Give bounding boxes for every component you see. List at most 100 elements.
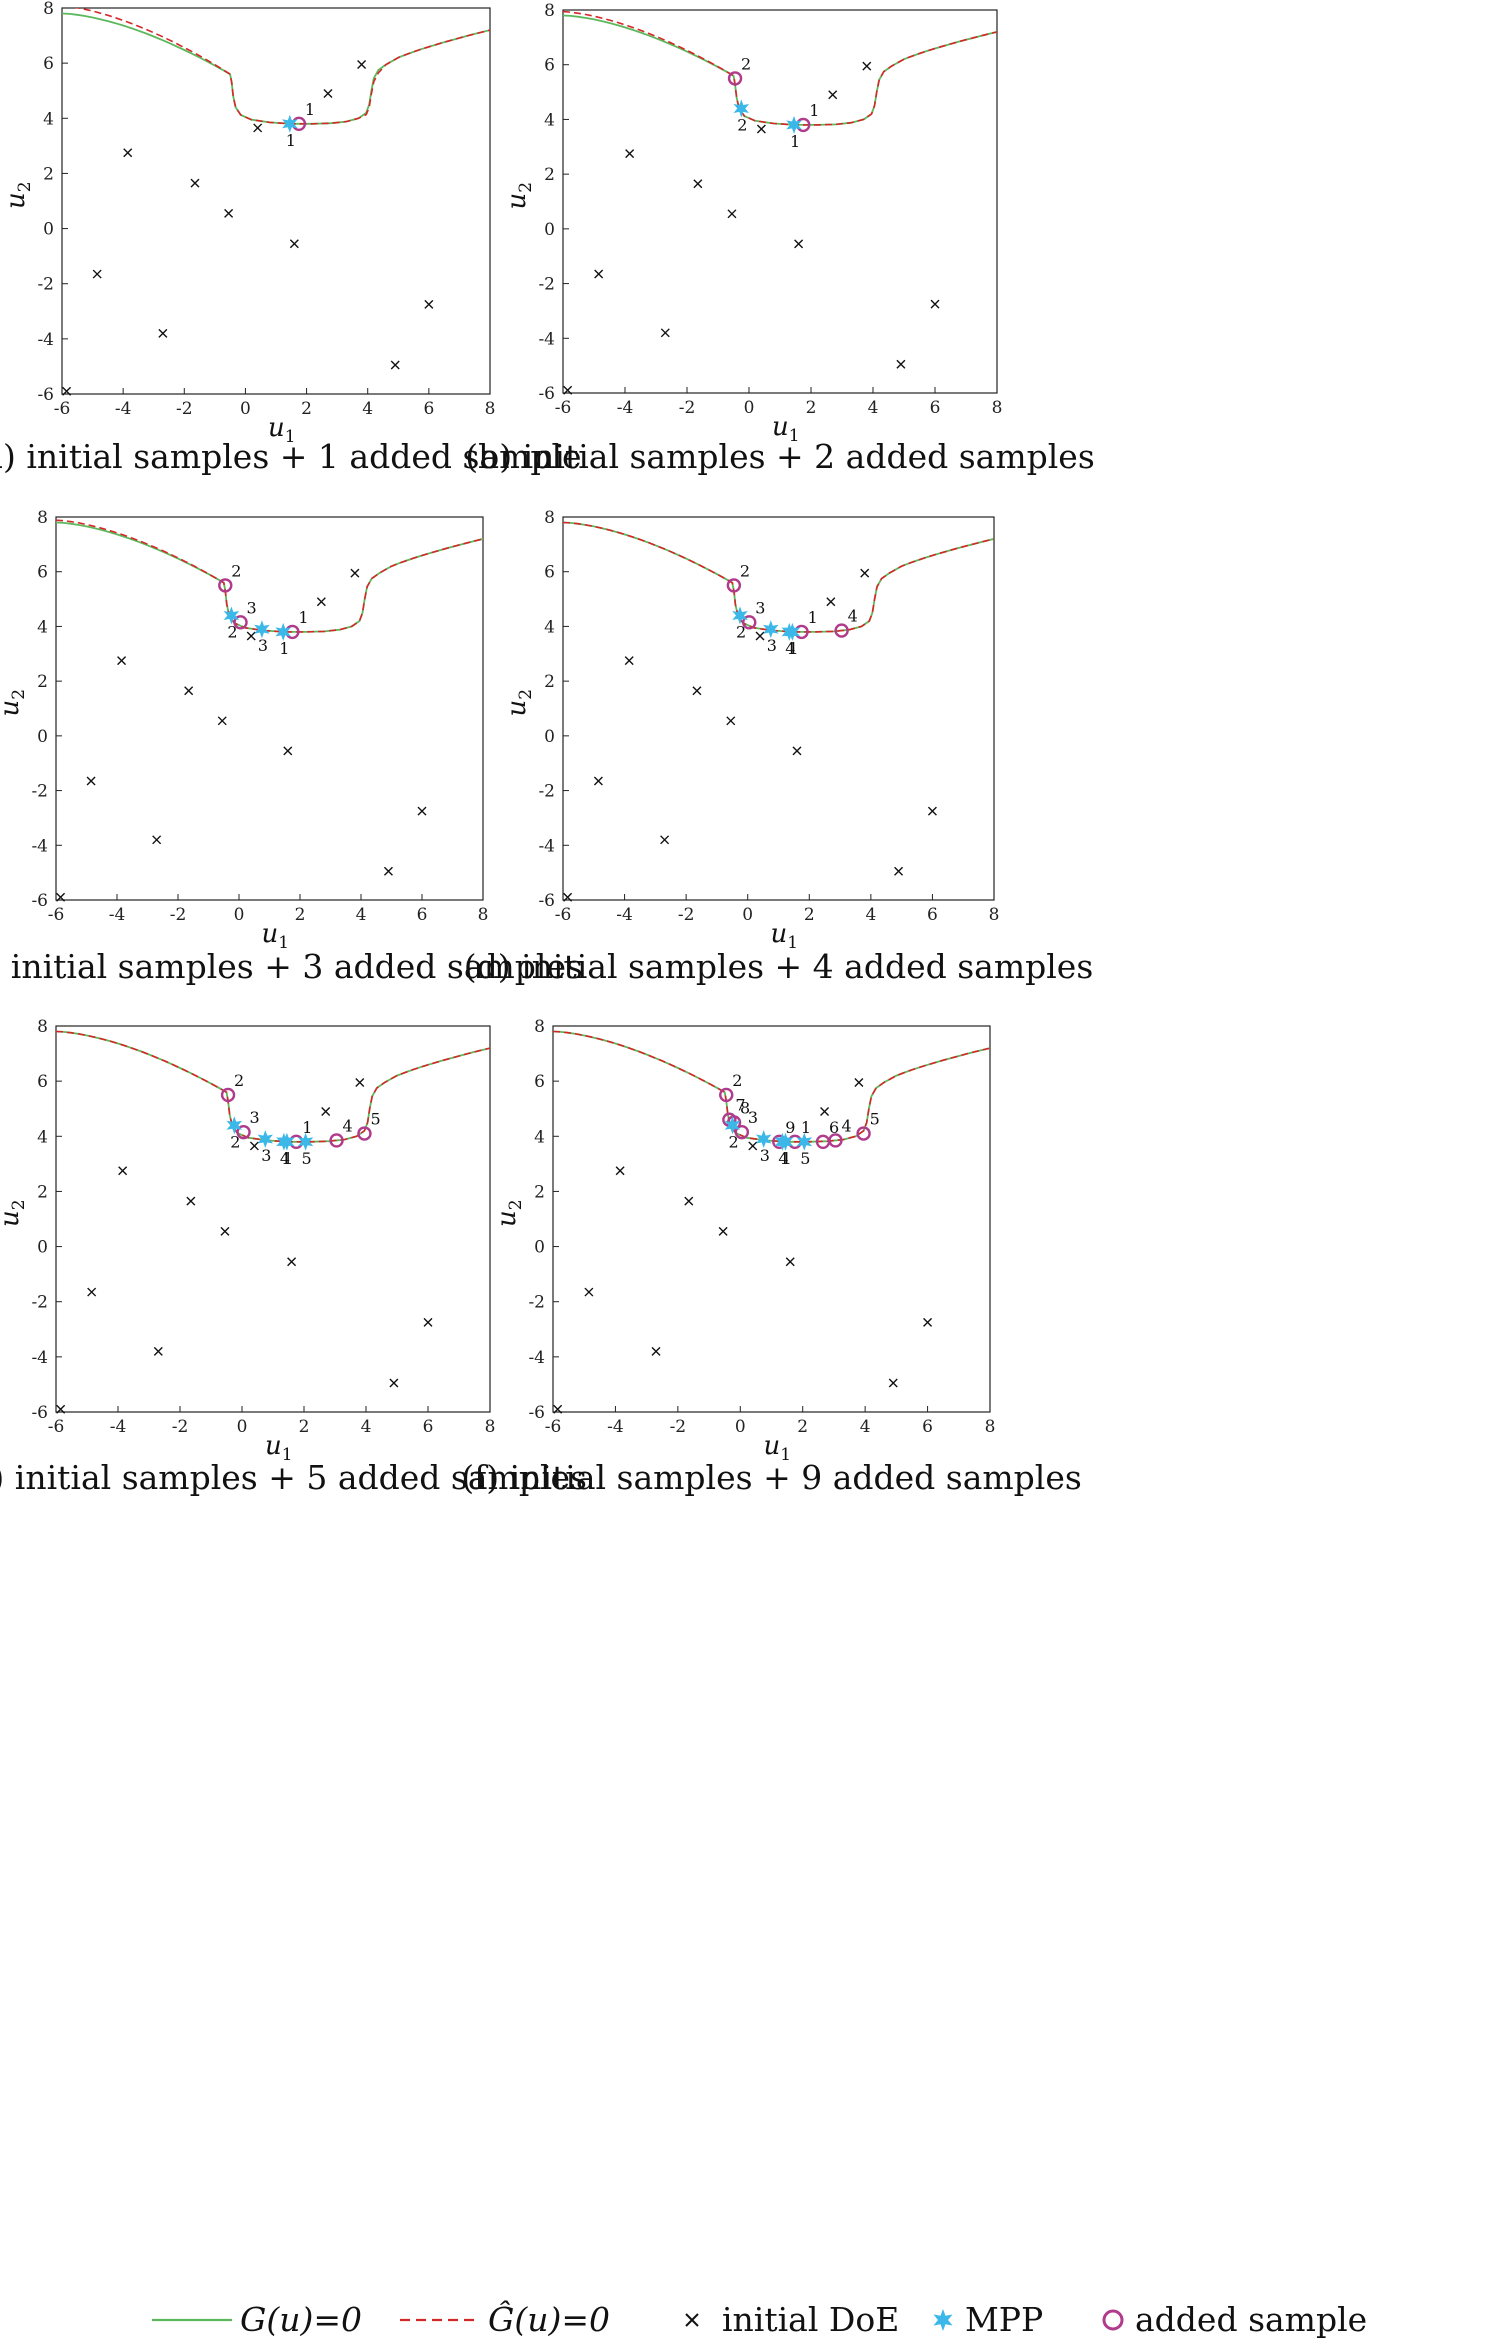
y-tick-label: 0 — [544, 220, 555, 240]
doe-point — [117, 656, 127, 666]
doe-point — [615, 1166, 625, 1176]
y-tick-label: 4 — [37, 617, 48, 637]
x-axis-subscript: 1 — [282, 1445, 293, 1465]
true-limit-curve — [56, 1030, 490, 1143]
doe-point — [563, 385, 573, 395]
x-tick-label: -4 — [616, 905, 633, 925]
doe-point — [217, 716, 227, 726]
x-tick-label: -4 — [115, 399, 132, 419]
added-sample-label: 3 — [755, 598, 765, 617]
y-tick-label: -4 — [538, 329, 555, 349]
doe-point — [289, 239, 299, 249]
mpp-label: 2 — [737, 115, 747, 134]
x-tick-label: 8 — [992, 398, 1003, 418]
x-tick-label: -2 — [176, 399, 193, 419]
x-tick-label: 8 — [478, 905, 489, 925]
doe-point — [92, 269, 102, 279]
y-axis-subscript: 2 — [9, 1199, 29, 1210]
y-tick-label: 2 — [544, 165, 555, 185]
x-tick-label: 2 — [295, 905, 306, 925]
y-axis-label: u2 — [0, 1199, 29, 1227]
doe-point — [423, 1317, 433, 1327]
estimated-limit-curve — [74, 8, 490, 125]
doe-point — [321, 1106, 331, 1116]
added-sample-label: 2 — [741, 54, 751, 73]
mpp-label: 3 — [258, 636, 268, 655]
y-tick-label: -4 — [31, 836, 48, 856]
y-axis-label: u2 — [492, 1199, 526, 1227]
y-tick-label: 2 — [43, 164, 54, 184]
y-tick-label: 0 — [544, 727, 555, 747]
y-tick-label: -2 — [31, 782, 48, 802]
y-tick-label: -6 — [37, 385, 54, 405]
added-sample-label: 1 — [809, 101, 819, 120]
added-sample-label: 9 — [785, 1118, 795, 1137]
plot-frame — [61, 7, 491, 395]
y-tick-label: 6 — [43, 54, 54, 74]
estimated-limit-curve — [553, 1030, 990, 1143]
y-tick-label: 2 — [544, 672, 555, 692]
doe-point — [553, 1404, 563, 1414]
panel-caption: (c) initial samples + 3 added samples — [0, 947, 583, 986]
doe-point — [424, 299, 434, 309]
added-sample-point — [727, 71, 743, 86]
x-tick-label: -2 — [679, 398, 696, 418]
doe-point — [153, 1346, 163, 1356]
y-tick-label: 4 — [37, 1127, 48, 1147]
doe-point — [927, 806, 937, 816]
plot-frame — [55, 516, 484, 901]
y-tick-label: 6 — [544, 563, 555, 583]
plot-frame — [562, 9, 998, 394]
added-sample-label: 1 — [298, 608, 308, 627]
mpp-label: 5 — [800, 1149, 810, 1168]
plot-frame — [562, 516, 995, 901]
x-tick-label: 6 — [930, 398, 941, 418]
mpp-label: 2 — [230, 1132, 240, 1151]
plot-frame — [55, 1025, 491, 1413]
doe-point — [792, 746, 802, 756]
y-axis-label: u2 — [1, 181, 35, 209]
x-tick-label: -6 — [555, 905, 572, 925]
added-sample-point — [357, 1126, 372, 1141]
y-tick-label: -2 — [37, 275, 54, 295]
added-sample-point — [856, 1126, 871, 1141]
x-tick-label: 8 — [485, 1417, 496, 1437]
x-axis-subscript: 1 — [278, 933, 289, 953]
doe-point — [726, 716, 736, 726]
doe-point — [820, 1106, 830, 1116]
doe-point — [693, 179, 703, 189]
x-tick-label: 6 — [922, 1417, 933, 1437]
added-sample-point — [742, 615, 757, 630]
legend-doe-marker — [685, 2313, 699, 2327]
added-sample-label: 1 — [305, 100, 315, 119]
added-sample-label: 5 — [370, 1110, 380, 1129]
doe-point — [794, 239, 804, 249]
mpp-label: 3 — [767, 636, 777, 655]
x-tick-label: 6 — [927, 905, 938, 925]
x-tick-label: -4 — [109, 905, 126, 925]
doe-point — [186, 1196, 196, 1206]
y-tick-label: 6 — [37, 1072, 48, 1092]
x-tick-label: 6 — [423, 1417, 434, 1437]
doe-point — [86, 776, 96, 786]
mpp-label: 1 — [283, 1149, 293, 1168]
mpp-label: 1 — [286, 131, 296, 150]
doe-point — [56, 892, 66, 902]
mpp-label: 5 — [302, 1149, 312, 1168]
y-tick-label: 2 — [37, 672, 48, 692]
mpp-point — [254, 620, 270, 639]
x-tick-label: 0 — [744, 398, 755, 418]
mpp-label: 4 — [280, 1149, 290, 1168]
y-axis-label: u2 — [502, 689, 536, 717]
doe-point — [854, 1078, 864, 1088]
true-limit-curve — [563, 521, 994, 633]
doe-point — [894, 866, 904, 876]
doe-point — [594, 269, 604, 279]
y-tick-label: -2 — [538, 275, 555, 295]
added-sample-label: 2 — [234, 1071, 244, 1090]
x-tick-label: 4 — [361, 1417, 372, 1437]
y-tick-label: 4 — [544, 110, 555, 130]
y-tick-label: 8 — [544, 508, 555, 528]
